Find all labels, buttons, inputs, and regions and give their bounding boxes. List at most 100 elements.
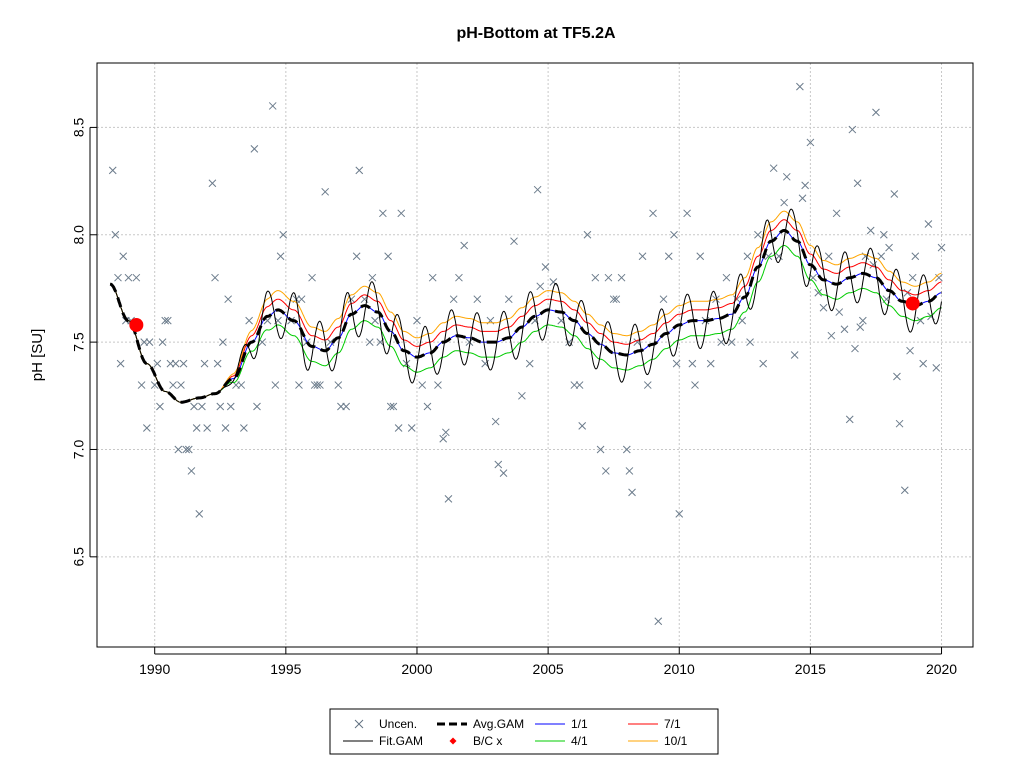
uncen-point xyxy=(754,230,762,239)
uncen-point xyxy=(796,82,804,91)
legend-item: 10/1 xyxy=(628,734,688,748)
uncen-point xyxy=(124,273,133,282)
bc-point xyxy=(129,317,144,332)
uncen-point xyxy=(198,402,206,411)
uncen-point xyxy=(169,381,177,389)
legend-item: 1/1 xyxy=(535,717,588,731)
legend-box xyxy=(329,708,719,755)
legend: Uncen. Avg.GAM 1/1 7/1 Fit.GAM B/C x 4/1 10/1 xyxy=(329,708,719,755)
uncen-point xyxy=(355,166,364,175)
uncen-point xyxy=(782,172,791,181)
uncen-point xyxy=(819,303,828,312)
uncen-point xyxy=(297,295,306,304)
uncen-point xyxy=(893,372,901,381)
legend-item: Fit.GAM xyxy=(343,734,423,748)
uncen-point xyxy=(441,428,450,437)
y-tick-label: 7.0 xyxy=(71,440,87,460)
uncen-point xyxy=(156,402,164,411)
uncen-point xyxy=(219,338,227,346)
uncen-point xyxy=(832,209,841,218)
bc-points xyxy=(129,296,920,332)
legend-item: Avg.GAM xyxy=(437,717,524,731)
uncen-point xyxy=(504,295,513,304)
uncen-point xyxy=(161,316,170,325)
uncen-point xyxy=(137,381,146,389)
x-tick-label: 1995 xyxy=(270,661,301,677)
y-axis: 6.5 7.0 7.5 8.0 8.5 xyxy=(71,117,97,567)
legend-label: 10/1 xyxy=(664,734,688,748)
uncen-point xyxy=(119,252,128,261)
legend-label: Fit.GAM xyxy=(379,734,423,748)
uncen-point xyxy=(919,359,928,368)
uncen-point xyxy=(612,295,621,304)
uncen-point xyxy=(801,181,809,190)
uncen-point xyxy=(237,381,246,389)
uncen-point xyxy=(541,263,550,271)
y-axis-label: pH [SU] xyxy=(29,329,46,382)
x-tick-label: 2015 xyxy=(795,661,826,677)
uncen-point xyxy=(638,252,647,261)
uncen-point xyxy=(790,351,799,359)
uncen-point xyxy=(271,381,280,389)
uncen-point xyxy=(460,241,469,250)
uncen-point xyxy=(683,209,691,218)
uncen-point xyxy=(591,273,600,282)
legend-item: 7/1 xyxy=(628,717,681,731)
uncen-point xyxy=(858,316,867,325)
uncen-point xyxy=(240,424,248,432)
uncen-point xyxy=(321,187,330,196)
uncen-point xyxy=(622,445,631,454)
uncen-point xyxy=(903,288,912,297)
uncen-point xyxy=(132,273,141,282)
uncen-point xyxy=(848,125,857,134)
uncen-points xyxy=(108,82,946,626)
uncen-point xyxy=(449,295,458,304)
uncen-point xyxy=(670,230,678,239)
uncen-point xyxy=(308,273,316,282)
uncen-point xyxy=(654,617,663,626)
uncen-point xyxy=(536,282,545,291)
uncen-point xyxy=(911,252,920,261)
uncen-point xyxy=(659,295,668,304)
legend-item: Uncen. xyxy=(354,717,417,731)
uncen-point xyxy=(609,295,618,304)
uncen-point xyxy=(394,424,403,432)
uncen-point xyxy=(253,402,261,411)
x-tick-label: 2005 xyxy=(533,661,564,677)
uncen-point xyxy=(780,198,789,207)
uncen-point xyxy=(208,179,217,188)
uncen-point xyxy=(937,243,946,252)
uncen-point xyxy=(596,445,605,454)
y-tick-label: 6.5 xyxy=(71,547,87,567)
uncen-point xyxy=(900,486,909,495)
uncen-point xyxy=(352,252,361,261)
uncen-point xyxy=(525,359,534,368)
uncen-point xyxy=(601,467,610,475)
uncen-point xyxy=(211,273,219,282)
uncen-point xyxy=(276,252,285,261)
uncen-point xyxy=(226,402,235,411)
uncen-point xyxy=(313,381,322,389)
uncen-point xyxy=(250,145,259,153)
x-tick-label: 1990 xyxy=(139,661,170,677)
series-7-1 xyxy=(110,219,942,403)
uncen-point xyxy=(384,252,392,261)
x-tick-label: 2000 xyxy=(401,661,432,677)
uncen-point xyxy=(575,381,584,389)
legend-symbol xyxy=(449,737,457,745)
legend-label: Avg.GAM xyxy=(473,717,524,731)
legend-label: 7/1 xyxy=(664,717,681,731)
uncen-point xyxy=(743,252,752,261)
uncen-point xyxy=(824,252,833,261)
uncen-point xyxy=(578,421,587,430)
uncen-point xyxy=(179,359,188,368)
uncen-point xyxy=(877,252,886,261)
uncen-point xyxy=(177,381,185,389)
series-4-1 xyxy=(110,245,942,403)
series-fit-gam xyxy=(110,208,942,403)
uncen-point xyxy=(295,381,303,389)
uncen-point xyxy=(672,359,681,368)
uncen-point xyxy=(386,402,395,411)
uncen-point xyxy=(932,364,941,372)
x-tick-label: 2010 xyxy=(664,661,695,677)
